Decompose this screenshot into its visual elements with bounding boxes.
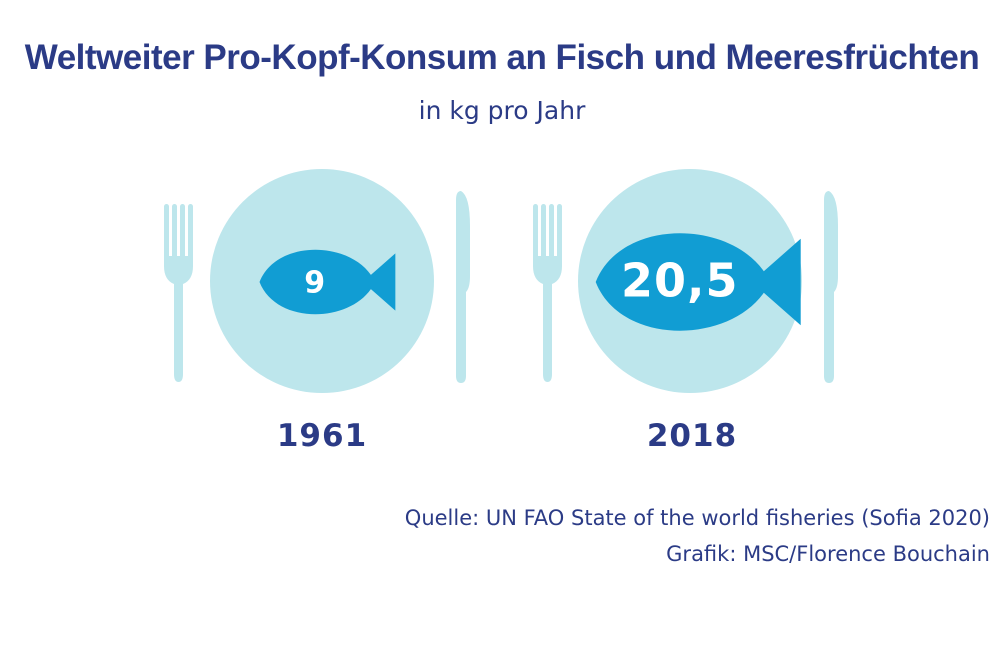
source-credit: Quelle: UN FAO State of the world fisher… [404, 506, 990, 530]
knife-icon [824, 191, 838, 383]
value-label-2018: 20,5 [621, 254, 739, 308]
chart-subtitle: in kg pro Jahr [418, 96, 586, 125]
credits: Quelle: UN FAO State of the world fisher… [405, 500, 990, 572]
category-label-1961: 1961 [276, 418, 368, 454]
fish-mark-1961: 9 [259, 249, 396, 315]
fork-icon [533, 204, 562, 382]
knife-icon [456, 191, 470, 383]
chart-title: Weltweiter Pro-Kopf-Konsum an Fisch und … [24, 38, 980, 77]
value-label-1961: 9 [304, 266, 326, 301]
fish-icon [595, 233, 801, 331]
fork-icon [164, 204, 193, 382]
category-label-2018: 2018 [646, 418, 738, 454]
fish-icon [259, 249, 396, 315]
fish-mark-2018: 20,5 [595, 233, 801, 331]
graphic-credit: Grafik: MSC/Florence Bouchain [666, 542, 990, 566]
